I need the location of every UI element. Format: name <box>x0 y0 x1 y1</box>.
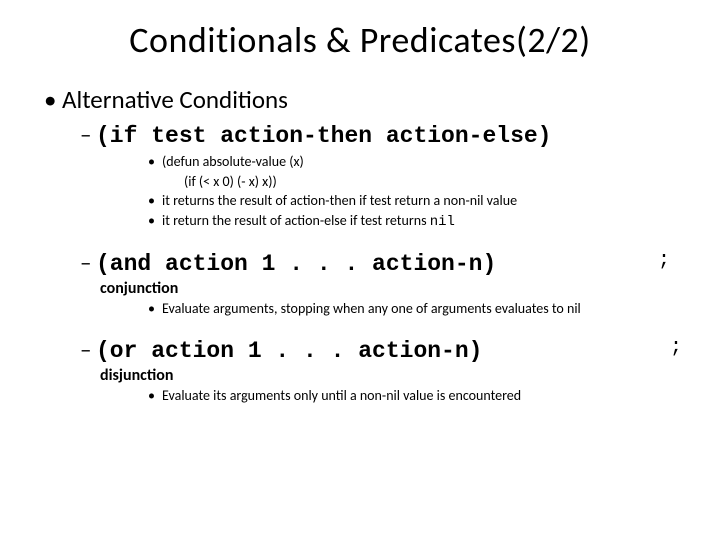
item-or: –(or action 1 . . . action-n) ; <box>80 336 680 364</box>
item-and: –(and action 1 . . . action-n) ; <box>80 249 680 277</box>
bullet-icon: • <box>44 84 62 115</box>
or-code: (or action 1 . . . action-n) <box>96 338 482 364</box>
dash-icon: – <box>80 249 96 277</box>
if-note2-text-a: it return the result of action-else if t… <box>162 212 430 229</box>
dot-icon: • <box>148 212 162 230</box>
if-note-2: •it return the result of action-else if … <box>148 212 680 232</box>
or-note-1: •Evaluate its arguments only until a non… <box>148 387 680 405</box>
or-semicolon: ; <box>670 336 682 359</box>
and-semicolon: ; <box>658 249 670 272</box>
or-note-label: disjunction <box>100 366 680 385</box>
if-example-line1: •(defun absolute-value (x) <box>148 153 680 171</box>
heading-alternative-conditions: •Alternative Conditions <box>44 84 680 115</box>
and-note-label: conjunction <box>100 279 680 298</box>
dot-icon: • <box>148 387 162 405</box>
and-note-1: •Evaluate arguments, stopping when any o… <box>148 300 680 318</box>
if-example-line2: (if (< x 0) (- x) x)) <box>184 173 680 191</box>
or-note1-text: Evaluate its arguments only until a non-… <box>162 387 521 404</box>
and-note1-text: Evaluate arguments, stopping when any on… <box>162 300 581 317</box>
slide-title: Conditionals & Predicates(2/2) <box>40 18 680 62</box>
if-note-1: •it returns the result of action-then if… <box>148 192 680 210</box>
item-if: –(if test action-then action-else) <box>80 121 680 149</box>
dot-icon: • <box>148 300 162 318</box>
heading-text: Alternative Conditions <box>62 84 288 115</box>
if-note2-nil: nil <box>430 214 455 230</box>
dot-icon: • <box>148 192 162 210</box>
if-ex1-text: (defun absolute-value (x) <box>162 153 304 170</box>
dot-icon: • <box>148 153 162 171</box>
dash-icon: – <box>80 336 96 364</box>
and-code: (and action 1 . . . action-n) <box>96 251 496 277</box>
if-code: (if test action-then action-else) <box>96 123 551 149</box>
if-note1-text: it returns the result of action-then if … <box>162 192 517 209</box>
dash-icon: – <box>80 121 96 149</box>
